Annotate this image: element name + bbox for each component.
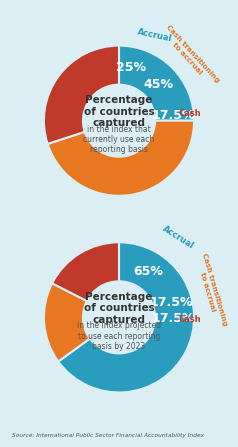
Text: 17.5%: 17.5% (151, 110, 195, 122)
Text: Cash transitioning
to accrual: Cash transitioning to accrual (194, 253, 228, 329)
Wedge shape (44, 46, 119, 144)
Text: Source: International Public Sector Financial Accountability Index: Source: International Public Sector Fina… (12, 433, 204, 438)
Wedge shape (58, 242, 194, 392)
Wedge shape (52, 242, 119, 301)
Text: 17.5%: 17.5% (151, 312, 195, 325)
Text: Cash transitioning
to accrual: Cash transitioning to accrual (159, 24, 220, 88)
Wedge shape (119, 46, 194, 121)
Text: 17.5%: 17.5% (149, 296, 193, 309)
Wedge shape (44, 283, 90, 362)
Text: Accrual: Accrual (161, 224, 196, 251)
Text: Percentage
of countries
captured: Percentage of countries captured (84, 292, 154, 325)
Wedge shape (48, 121, 194, 196)
Text: Cash: Cash (179, 315, 202, 324)
Text: Accrual: Accrual (136, 27, 173, 44)
Text: in the index projected
to use each reporting
basis by 2023: in the index projected to use each repor… (77, 321, 161, 351)
Text: Cash: Cash (179, 109, 201, 118)
Text: Percentage
of countries
captured: Percentage of countries captured (84, 95, 154, 128)
Text: 25%: 25% (116, 61, 146, 74)
Text: 65%: 65% (133, 265, 163, 278)
Text: in the index that
currently use each
reporting basis: in the index that currently use each rep… (83, 125, 155, 154)
Text: 45%: 45% (144, 78, 174, 91)
